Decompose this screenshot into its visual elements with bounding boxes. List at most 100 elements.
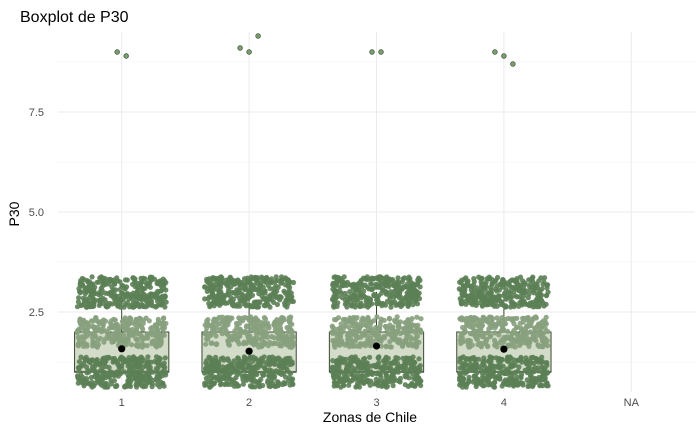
jitter-point [352, 304, 358, 310]
jitter-point [244, 295, 250, 301]
jitter-point [492, 379, 498, 386]
jitter-point [160, 369, 166, 375]
jitter-point [484, 336, 490, 343]
jitter-point [118, 354, 125, 360]
jitter-point [503, 304, 509, 310]
jitter-point [495, 294, 501, 300]
jitter-point [533, 298, 539, 304]
jitter-point [482, 294, 488, 300]
jitter-point [512, 293, 519, 299]
jitter-point [210, 291, 216, 297]
mean-point [372, 342, 381, 350]
jitter-point [330, 280, 336, 286]
jitter-point [130, 290, 136, 296]
jitter-point [482, 281, 488, 287]
jitter-point [463, 298, 469, 304]
jitter-point [535, 342, 541, 348]
jitter-point [520, 319, 526, 325]
y-tick-label: 7.5 [29, 107, 44, 119]
jitter-point [114, 275, 120, 281]
jitter-point [123, 284, 130, 290]
jitter-point [158, 341, 164, 347]
jitter-point [98, 376, 104, 382]
jitter-point [132, 303, 138, 309]
jitter-point [216, 360, 222, 366]
jitter-point [338, 377, 344, 383]
jitter-point [486, 276, 492, 282]
jitter-point [121, 304, 127, 310]
jitter-point [500, 327, 506, 333]
jitter-point [106, 364, 112, 371]
jitter-point [412, 296, 418, 302]
jitter-point [215, 293, 221, 299]
jitter-point [383, 356, 389, 362]
jitter-point [466, 356, 472, 362]
jitter-point [268, 294, 274, 300]
jitter-point [245, 287, 251, 293]
jitter-point [330, 330, 336, 336]
jitter-point [270, 290, 277, 296]
jitter-point [471, 354, 477, 361]
jitter-point [389, 300, 395, 306]
jitter-point [365, 378, 371, 384]
jitter-point [86, 300, 92, 306]
jitter-point [87, 359, 93, 366]
jitter-point [262, 290, 268, 296]
jitter-point [253, 315, 259, 321]
jitter-point [532, 329, 538, 335]
jitter-point [225, 356, 231, 362]
jitter-point [230, 296, 236, 302]
jitter-point [387, 339, 393, 345]
y-tick-label: 5.0 [29, 207, 44, 219]
jitter-point [361, 380, 367, 386]
jitter-point [277, 325, 283, 331]
jitter-point [373, 281, 379, 287]
jitter-point [349, 378, 355, 384]
jitter-point [101, 339, 107, 345]
jitter-point [352, 354, 358, 360]
jitter-point [367, 382, 373, 388]
jitter-point [341, 325, 347, 331]
jitter-point [378, 343, 384, 349]
jitter-point [260, 333, 266, 339]
jitter-point [97, 289, 103, 295]
jitter-point [127, 304, 133, 310]
outlier-point [501, 53, 507, 59]
jitter-point [353, 334, 359, 340]
jitter-point [336, 326, 342, 332]
jitter-point [471, 368, 477, 374]
jitter-point [138, 370, 144, 376]
jitter-point [398, 287, 404, 293]
jitter-point [103, 354, 109, 361]
jitter-point [371, 291, 377, 298]
jitter-point [155, 279, 162, 285]
jitter-point [139, 324, 145, 330]
jitter-point [254, 331, 260, 338]
jitter-point [345, 336, 351, 342]
jitter-point [487, 382, 493, 388]
jitter-point [75, 299, 81, 305]
jitter-point [223, 374, 229, 380]
mean-point [118, 345, 126, 353]
jitter-point [93, 291, 99, 297]
jitter-point [84, 328, 90, 334]
jitter-point [509, 362, 516, 368]
jitter-point [520, 328, 527, 334]
jitter-point [239, 374, 245, 380]
jitter-point [412, 382, 418, 388]
jitter-point [206, 294, 212, 300]
jitter-point [395, 355, 401, 361]
jitter-point [213, 282, 219, 288]
jitter-point [80, 340, 86, 346]
jitter-point [87, 282, 94, 288]
jitter-point [252, 274, 258, 281]
jitter-point [391, 334, 397, 340]
jitter-point [378, 316, 384, 322]
jitter-point [157, 384, 163, 390]
jitter-point [145, 354, 151, 360]
jitter-point [526, 340, 533, 346]
jitter-point [91, 301, 97, 307]
jitter-point [411, 364, 417, 370]
jitter-point [281, 381, 288, 387]
jitter-point [499, 300, 505, 306]
